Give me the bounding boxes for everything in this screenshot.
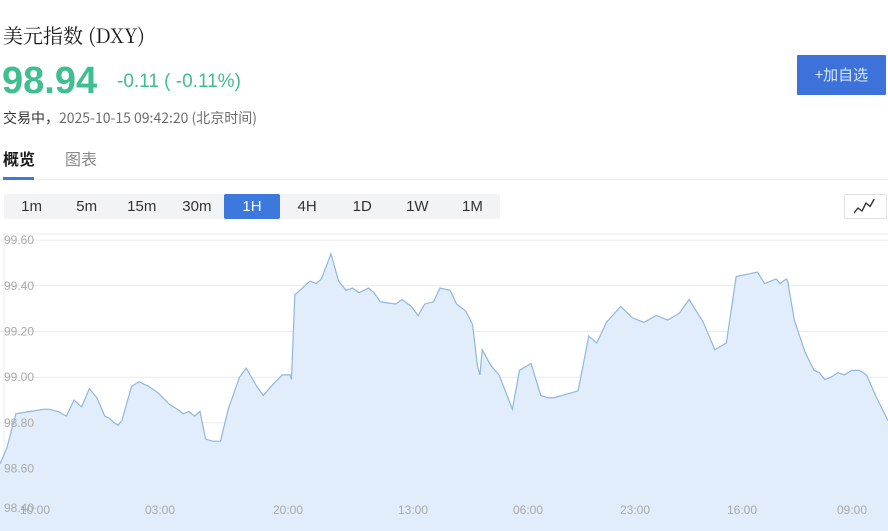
- svg-text:99.00: 99.00: [4, 370, 34, 384]
- svg-text:16:00: 16:00: [727, 503, 757, 517]
- svg-text:99.60: 99.60: [4, 233, 34, 247]
- svg-text:20:00: 20:00: [273, 503, 303, 517]
- svg-text:06:00: 06:00: [513, 503, 543, 517]
- svg-text:99.20: 99.20: [4, 325, 34, 339]
- svg-text:23:00: 23:00: [620, 503, 650, 517]
- svg-text:13:00: 13:00: [398, 503, 428, 517]
- svg-text:09:00: 09:00: [837, 503, 867, 517]
- svg-text:10:00: 10:00: [20, 503, 50, 517]
- svg-text:98.60: 98.60: [4, 462, 34, 476]
- svg-text:99.40: 99.40: [4, 279, 34, 293]
- svg-text:03:00: 03:00: [145, 503, 175, 517]
- svg-text:98.80: 98.80: [4, 416, 34, 430]
